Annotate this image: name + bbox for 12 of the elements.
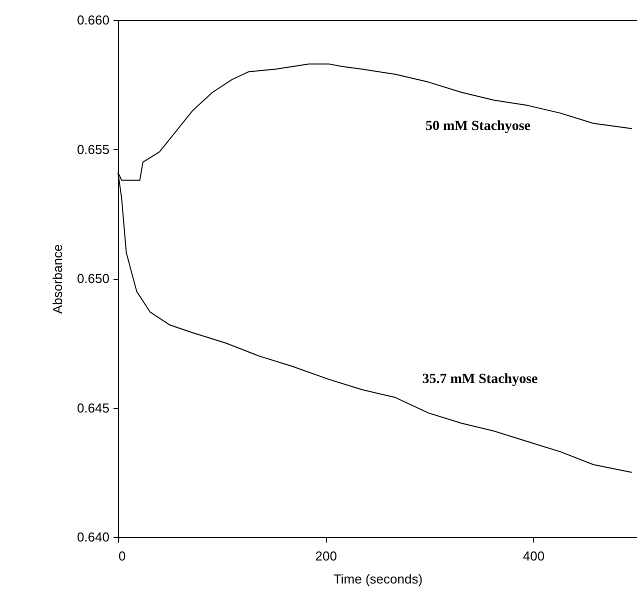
y-tick-label: 0.660 (76, 12, 110, 28)
x-tick-label: 0 (118, 548, 126, 564)
x-tick-label: 400 (522, 548, 545, 564)
x-axis-title: Time (seconds) (333, 572, 423, 586)
y-tick-label: 0.640 (76, 530, 110, 544)
y-axis-title: Absorbance (50, 244, 65, 314)
y-tick-label: 0.645 (76, 400, 110, 416)
x-tick-label: 200 (315, 548, 337, 564)
annotation: 50 mM Stachyose (426, 119, 530, 134)
y-tick-label: 0.655 (76, 142, 110, 157)
y-tick-label: 0.650 (76, 271, 110, 286)
annotation: 35.7 mM Stachyose (422, 372, 538, 387)
